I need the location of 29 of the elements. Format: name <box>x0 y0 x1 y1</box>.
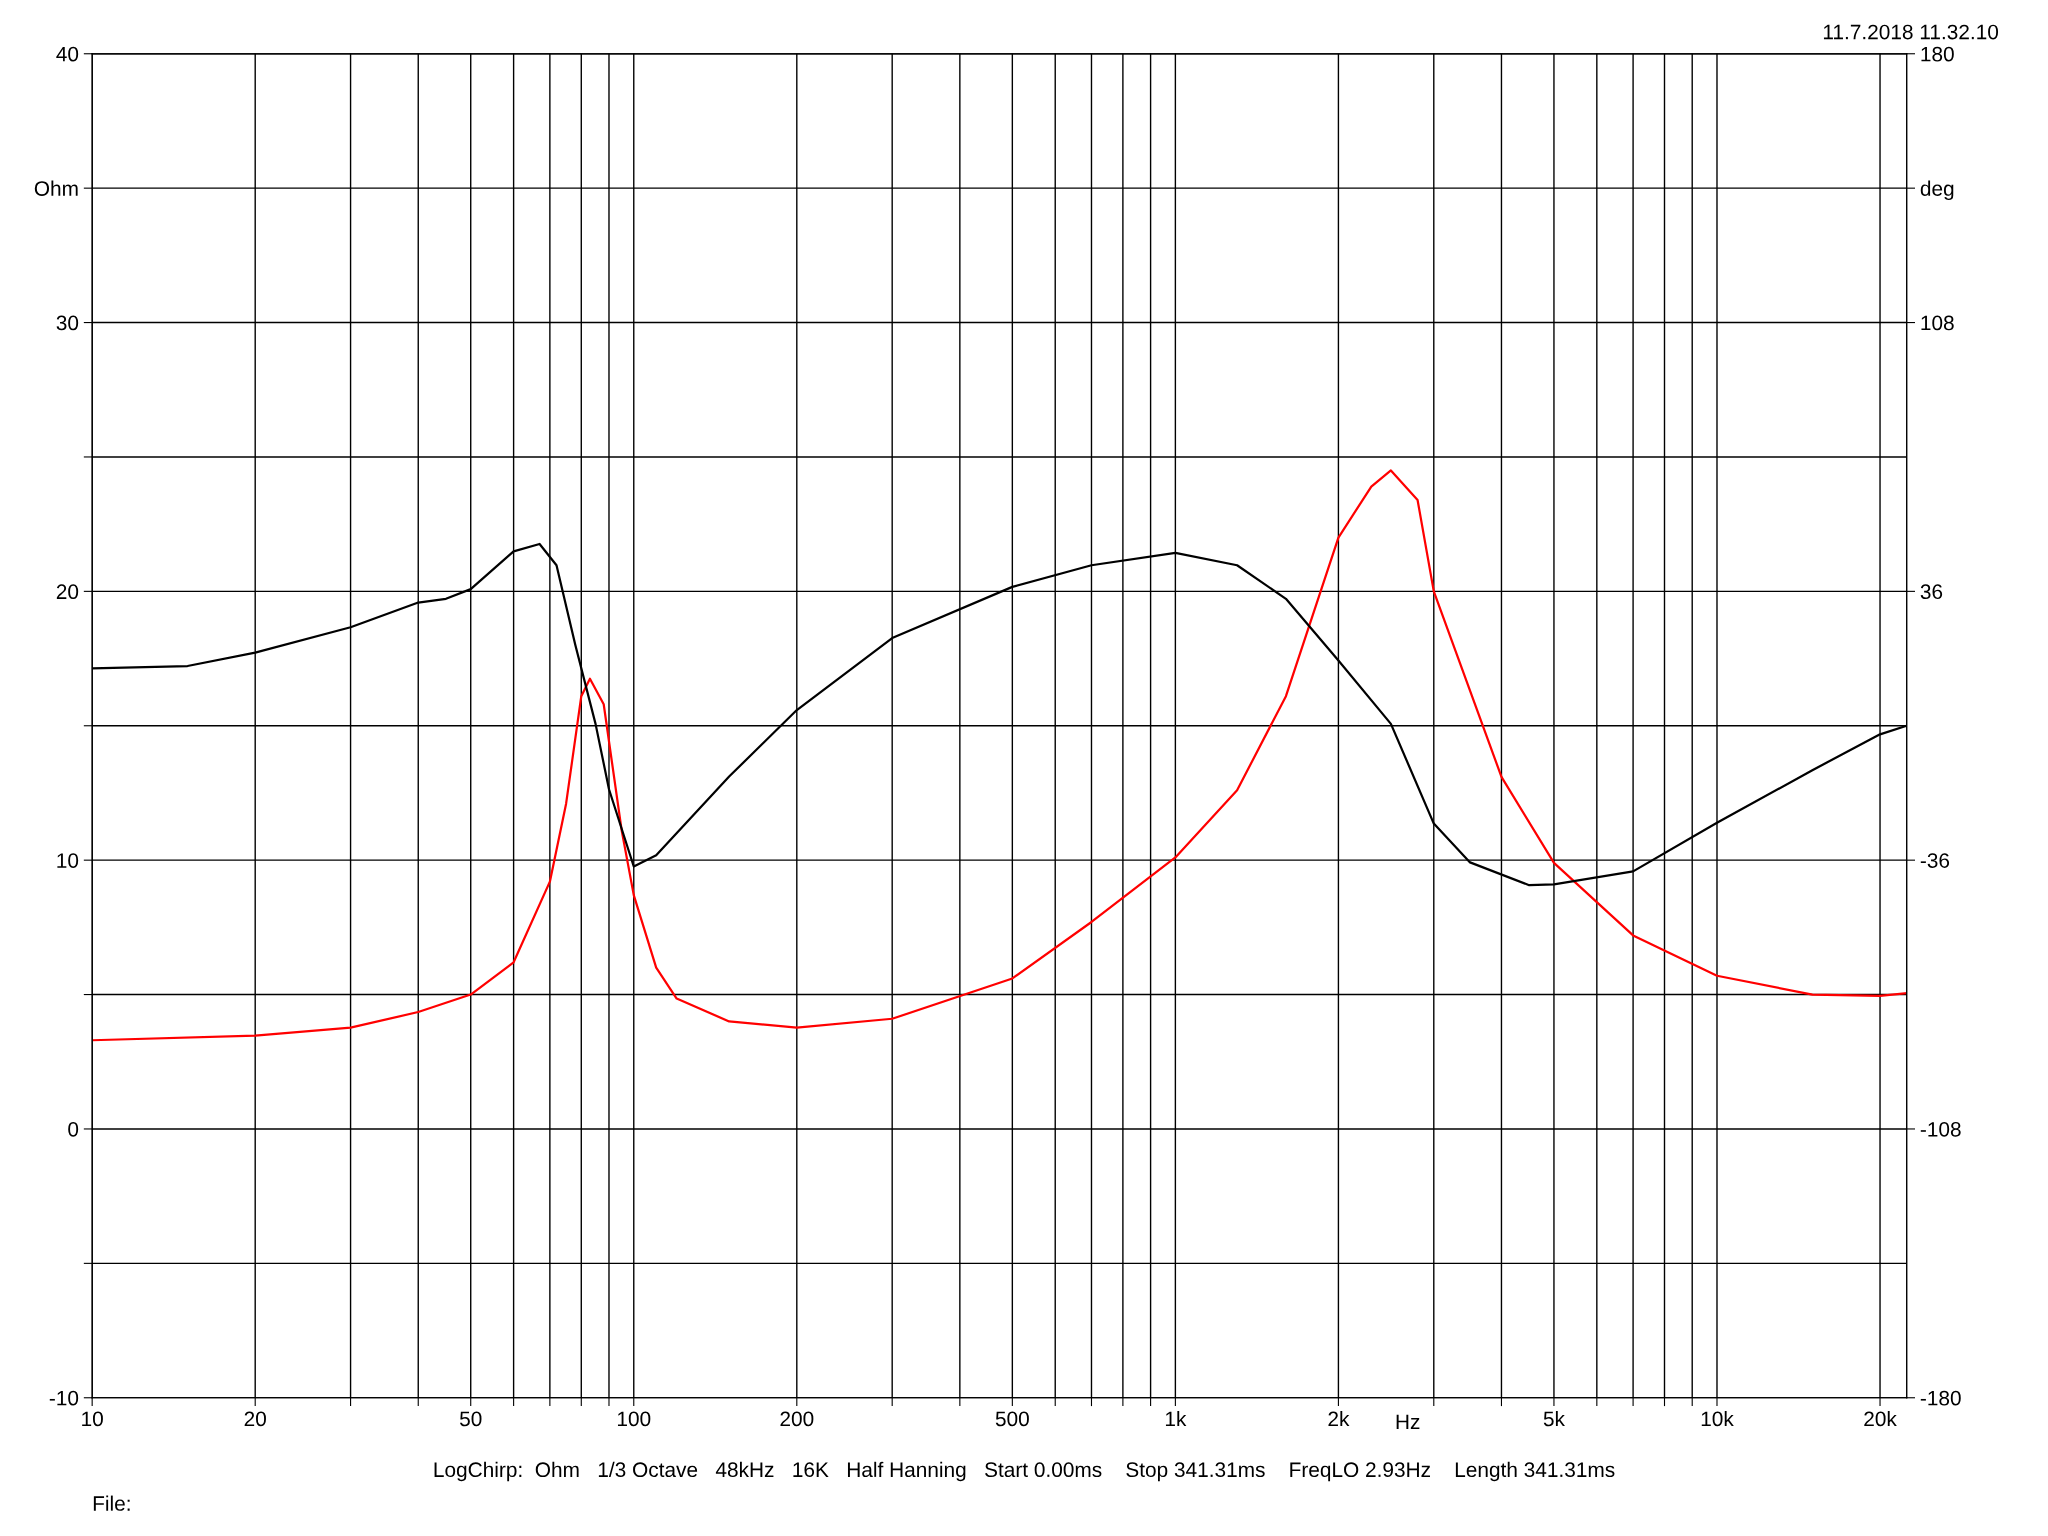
y-tick-label: 10 <box>57 853 79 868</box>
y2-tick-label: -108 <box>1920 1121 1961 1137</box>
x-tick-label: 20k <box>1864 1410 1897 1427</box>
y-tick-label: Ohm <box>34 180 78 196</box>
y-tick-label: 30 <box>56 315 79 331</box>
x-tick-label: 10k <box>1701 1410 1734 1427</box>
x-tick-label: 100 <box>617 1411 651 1427</box>
x-tick-label: 2k <box>1328 1410 1350 1427</box>
y-tick-label: 20 <box>56 584 79 600</box>
x-tick-label: 1k <box>1165 1410 1187 1427</box>
y-tick-label: -10 <box>49 1390 79 1406</box>
y2-tick-label: 36 <box>1920 584 1943 600</box>
x-tick-label: 20 <box>244 1411 266 1427</box>
y2-tick-label: -36 <box>1920 853 1950 868</box>
text: 11.7.2018 11.32.10 <box>1823 24 1999 40</box>
y-tick-label: 40 <box>56 46 79 62</box>
y2-tick-label: 108 <box>1921 315 1954 331</box>
x-tick-label: 200 <box>780 1411 814 1427</box>
x-tick-label: 5k <box>1543 1410 1565 1427</box>
text: File: <box>93 1495 130 1511</box>
y2-tick-label: deg <box>1920 180 1954 201</box>
y2-tick-label: 180 <box>1921 46 1954 62</box>
x-tick-label: 500 <box>995 1411 1029 1427</box>
x-tick-label: 10 <box>82 1411 103 1427</box>
x-axis-title: Hz <box>1396 1414 1420 1429</box>
x-tick-label: 50 <box>459 1411 482 1427</box>
y2-tick-label: -180 <box>1920 1390 1961 1406</box>
text: LogChirp: Ohm 1/3 Octave 48kHz 16K Half Hanning Start 0.00ms Stop 341.31ms FreqLO 2.93Hz Length 341.31ms <box>434 1461 1615 1482</box>
y-tick-label: 0 <box>68 1121 79 1137</box>
